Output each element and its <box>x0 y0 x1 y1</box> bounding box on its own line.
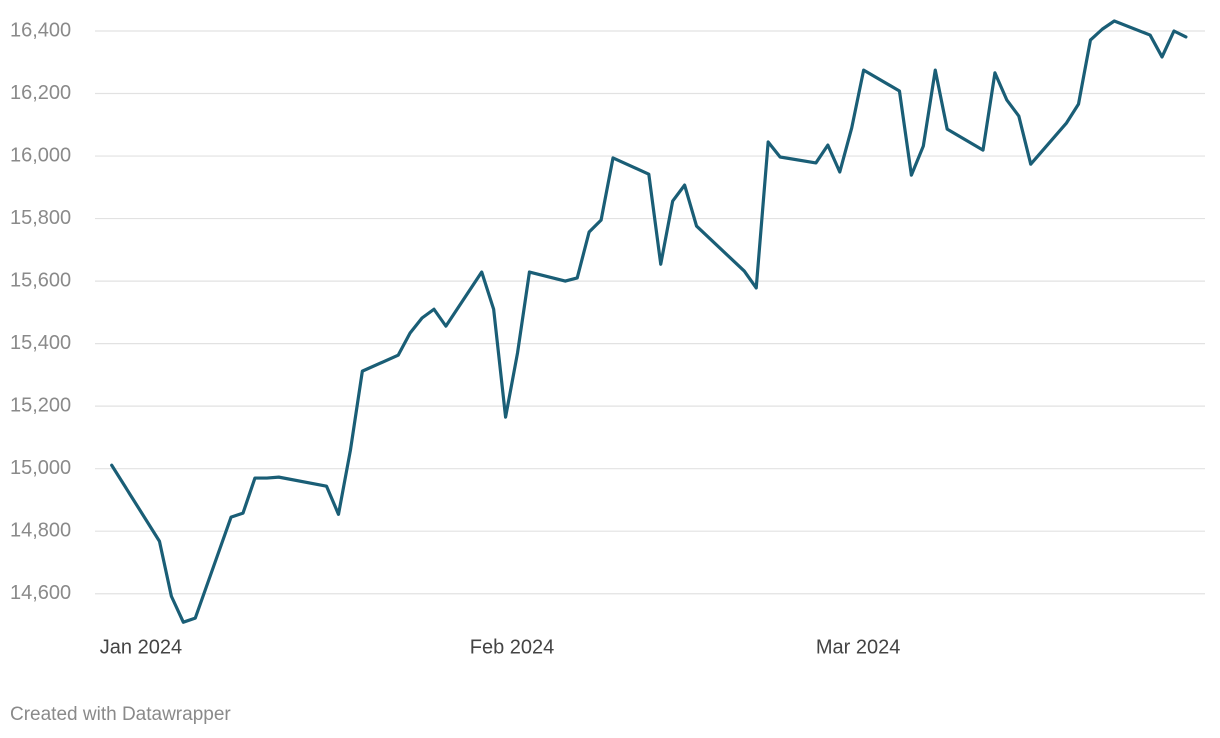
y-tick-label: 14,600 <box>10 582 71 604</box>
y-tick-label: 15,400 <box>10 332 71 354</box>
y-tick-label: 15,000 <box>10 457 71 479</box>
x-tick-label: Feb 2024 <box>470 636 555 658</box>
y-tick-label: 16,000 <box>10 144 71 166</box>
y-tick-label: 15,200 <box>10 394 71 416</box>
y-tick-label: 16,200 <box>10 82 71 104</box>
y-tick-label: 15,600 <box>10 269 71 291</box>
y-tick-label: 14,800 <box>10 519 71 541</box>
x-tick-label: Jan 2024 <box>100 636 182 658</box>
credit: Created with Datawrapper <box>10 704 231 725</box>
y-tick-label: 16,400 <box>10 19 71 41</box>
y-tick-label: 15,800 <box>10 207 71 229</box>
line <box>110 19 1188 624</box>
x-tick-label: Mar 2024 <box>816 636 901 658</box>
